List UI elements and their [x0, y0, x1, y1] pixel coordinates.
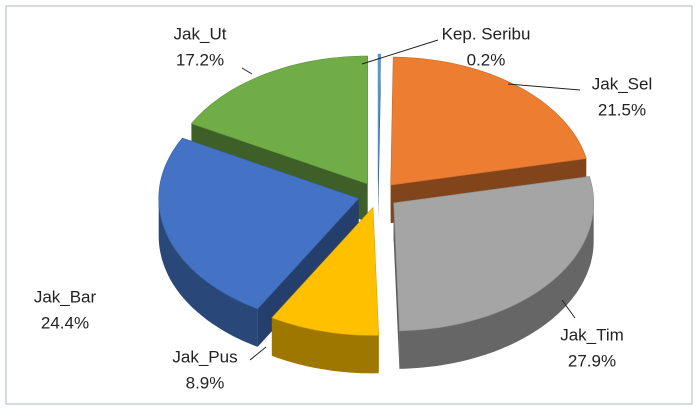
slice-side — [158, 198, 258, 347]
slice-label: Jak_Sel — [592, 74, 652, 93]
leader-line — [249, 346, 267, 361]
slice — [271, 206, 380, 336]
value-label: 17.2% — [176, 50, 224, 69]
slice — [377, 53, 381, 183]
slice-label: Jak_Pus — [172, 347, 237, 366]
slice — [158, 137, 360, 310]
leader-line — [561, 299, 576, 319]
value-label: 0.2% — [467, 50, 506, 69]
slice — [393, 176, 595, 332]
slice — [190, 55, 368, 185]
value-label: 8.9% — [186, 373, 225, 392]
value-label: 24.4% — [41, 313, 89, 332]
value-label: 21.5% — [598, 100, 646, 119]
leader-line — [361, 39, 439, 65]
value-label: 27.9% — [568, 351, 616, 370]
leader-line — [507, 83, 581, 91]
leader-line — [241, 67, 253, 75]
slice-label: Jak_Ut — [174, 24, 227, 43]
slice-label: Jak_Tim — [560, 325, 624, 344]
slice-side — [271, 317, 379, 374]
slice-side — [399, 202, 594, 369]
slice — [390, 56, 587, 186]
slice-wall — [393, 202, 400, 369]
slice-label: Jak_Bar — [34, 287, 97, 306]
slice-label: Kep. Seribu — [442, 24, 531, 43]
